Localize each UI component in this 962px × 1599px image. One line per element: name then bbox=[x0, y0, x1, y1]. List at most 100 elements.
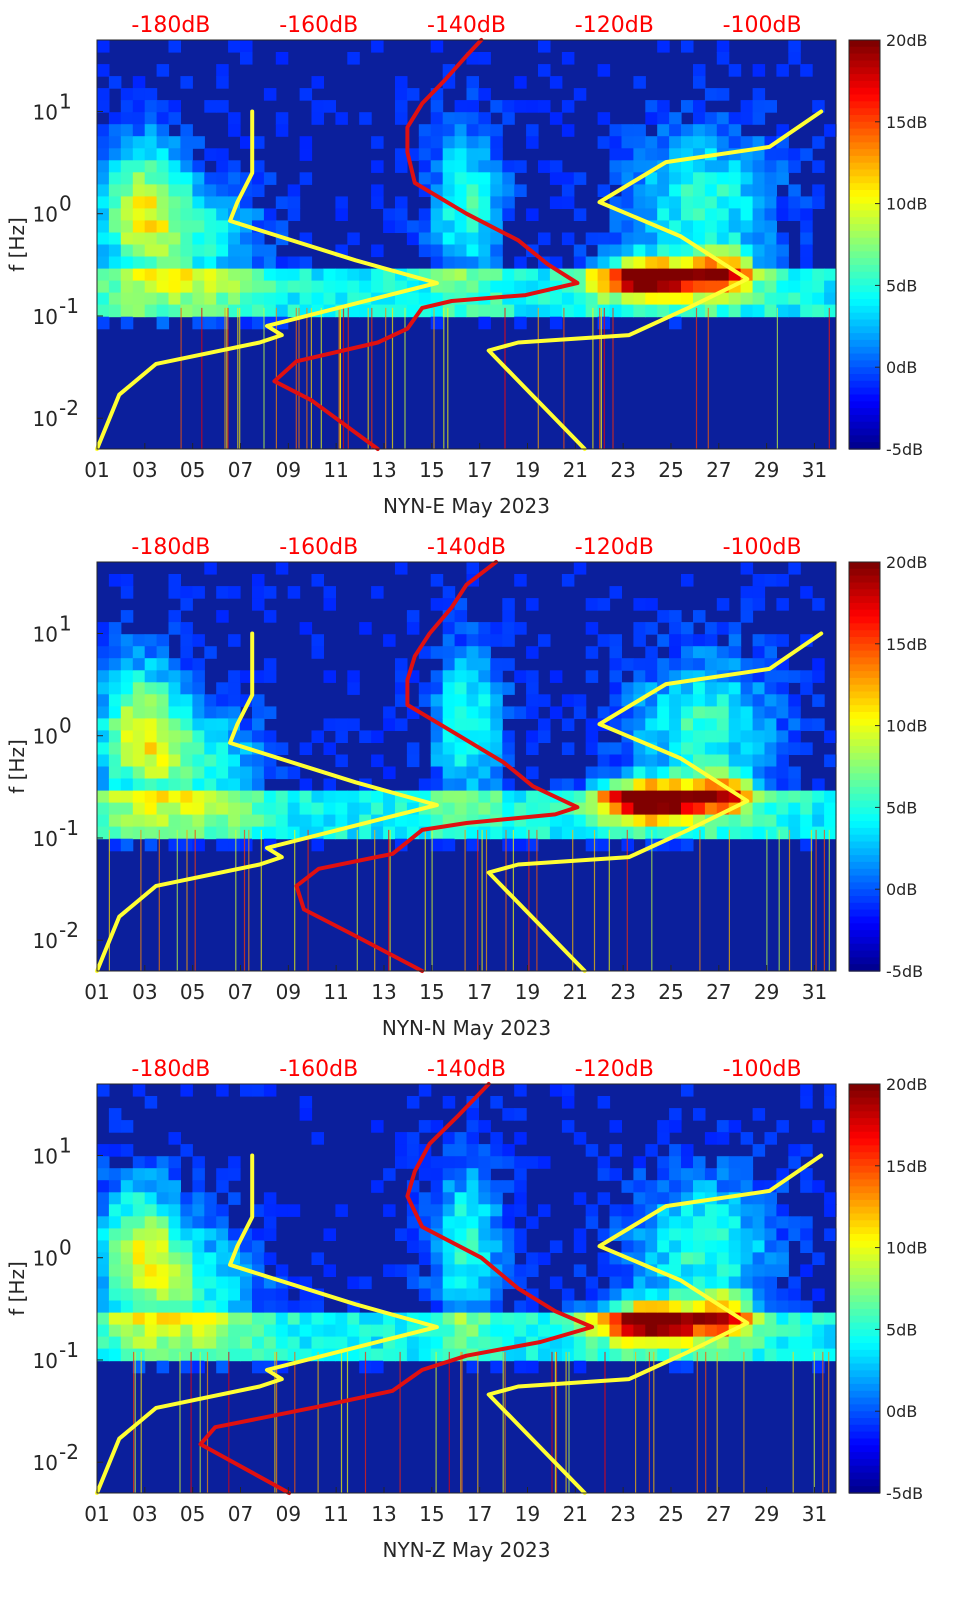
heatmap-cell bbox=[180, 1312, 193, 1326]
colorbar-segment bbox=[849, 1084, 880, 1092]
heatmap-cell bbox=[144, 124, 158, 137]
heatmap-cell bbox=[633, 1324, 646, 1338]
heatmap-cell bbox=[347, 718, 360, 731]
heatmap-cell bbox=[371, 1348, 384, 1362]
heatmap-cell bbox=[681, 244, 694, 258]
heatmap-cell bbox=[275, 814, 289, 828]
heatmap-cell bbox=[418, 1120, 432, 1133]
heatmap-cell bbox=[442, 220, 456, 233]
heatmap-cell bbox=[502, 634, 515, 647]
heatmap-cell bbox=[335, 718, 348, 731]
heatmap-cell bbox=[252, 802, 265, 816]
heatmap-cell bbox=[526, 100, 539, 113]
heatmap-cell bbox=[156, 304, 170, 318]
heatmap-cell bbox=[657, 1192, 670, 1205]
heatmap-cell bbox=[573, 694, 587, 707]
heatmap-cell bbox=[776, 634, 789, 647]
heatmap-cell bbox=[252, 706, 265, 719]
heatmap-cell bbox=[192, 1228, 205, 1241]
heatmap-cell bbox=[693, 694, 706, 707]
heatmap-cell bbox=[156, 1324, 170, 1338]
heatmap-cell bbox=[788, 1300, 801, 1314]
colorbar-segment bbox=[849, 339, 880, 348]
heatmap-cell bbox=[597, 706, 611, 719]
heatmap-cell bbox=[800, 1168, 813, 1181]
spectrogram-chart: 01 03 05 07 09 11 13 15 17 19 21 23 25 27 29 3110-210-1… bbox=[5, 535, 928, 1040]
colorbar-tick-label: 20dB bbox=[886, 1075, 928, 1094]
heatmap-cell bbox=[788, 52, 801, 65]
heatmap-cell bbox=[430, 1168, 444, 1181]
heatmap-cell bbox=[466, 622, 479, 635]
heatmap-cell bbox=[132, 76, 146, 89]
heatmap-cell bbox=[633, 124, 646, 137]
heatmap-cell bbox=[597, 1168, 611, 1181]
heatmap-cell bbox=[120, 670, 134, 683]
heatmap-cell bbox=[621, 814, 634, 828]
heatmap-cell bbox=[514, 802, 527, 816]
heatmap-cell bbox=[764, 1288, 777, 1302]
heatmap-cell bbox=[561, 292, 575, 306]
heatmap-cell bbox=[180, 622, 193, 635]
heatmap-cell bbox=[728, 658, 742, 671]
heatmap-cell bbox=[645, 256, 658, 270]
heatmap-cell bbox=[108, 646, 122, 659]
heatmap-cell bbox=[156, 1360, 170, 1374]
heatmap-cell bbox=[383, 706, 396, 719]
heatmap-cell bbox=[299, 148, 313, 161]
heatmap-cell bbox=[275, 766, 289, 780]
heatmap-cell bbox=[168, 1132, 181, 1145]
heatmap-cell bbox=[812, 694, 825, 707]
heatmap-cell bbox=[788, 1276, 801, 1290]
heatmap-cell bbox=[693, 64, 706, 77]
x-tick-label: 17 bbox=[467, 458, 492, 482]
heatmap-cell bbox=[478, 1276, 491, 1290]
heatmap-cell bbox=[240, 1348, 253, 1362]
heatmap-cell bbox=[609, 1312, 622, 1326]
heatmap-cell bbox=[538, 1204, 551, 1217]
x-tick-label: 17 bbox=[467, 980, 492, 1004]
heatmap-cell bbox=[454, 1132, 468, 1145]
heatmap-cell bbox=[716, 682, 730, 695]
heatmap-cell bbox=[466, 826, 479, 840]
heatmap-cell bbox=[824, 802, 837, 816]
heatmap-cell bbox=[252, 1336, 265, 1350]
heatmap-cell bbox=[478, 730, 491, 743]
heatmap-cell bbox=[132, 256, 146, 270]
series-line bbox=[272, 38, 580, 451]
heatmap-cell bbox=[120, 826, 134, 840]
colorbar-segment bbox=[849, 1390, 880, 1399]
heatmap-cell bbox=[633, 268, 646, 282]
heatmap-cell bbox=[633, 1192, 646, 1205]
colorbar-segment bbox=[849, 1356, 880, 1365]
heatmap-cell bbox=[693, 718, 706, 731]
heatmap-cell bbox=[764, 184, 777, 197]
heatmap-cell bbox=[168, 1288, 181, 1302]
heatmap-cell bbox=[144, 1240, 158, 1253]
heatmap-cell bbox=[228, 1288, 241, 1302]
colorbar-segment bbox=[849, 834, 880, 843]
heatmap-cell bbox=[693, 1168, 706, 1181]
heatmap-cell bbox=[657, 112, 670, 125]
heatmap-cell bbox=[752, 292, 766, 306]
heatmap-cell bbox=[108, 208, 122, 221]
heatmap-cell bbox=[97, 268, 110, 282]
heatmap-cell bbox=[645, 1180, 658, 1193]
heatmap-cell bbox=[490, 100, 503, 113]
heatmap-cell bbox=[97, 1276, 110, 1290]
heatmap-cell bbox=[97, 802, 110, 816]
heatmap-cell bbox=[764, 730, 777, 743]
heatmap-cell bbox=[454, 646, 468, 659]
heatmap-cell bbox=[299, 790, 313, 804]
heatmap-cell bbox=[704, 184, 718, 197]
heatmap-cell bbox=[824, 304, 837, 318]
heatmap-cell bbox=[406, 1144, 420, 1157]
heatmap-cell bbox=[240, 826, 253, 840]
heatmap-cell bbox=[132, 670, 146, 683]
heatmap-cell bbox=[263, 1324, 277, 1338]
heatmap-cell bbox=[192, 718, 205, 731]
heatmap-cell bbox=[97, 646, 110, 659]
x-tick-label: 15 bbox=[419, 458, 444, 482]
heatmap-cell bbox=[347, 268, 360, 282]
heatmap-cell bbox=[430, 646, 444, 659]
heatmap-cell bbox=[740, 244, 754, 258]
